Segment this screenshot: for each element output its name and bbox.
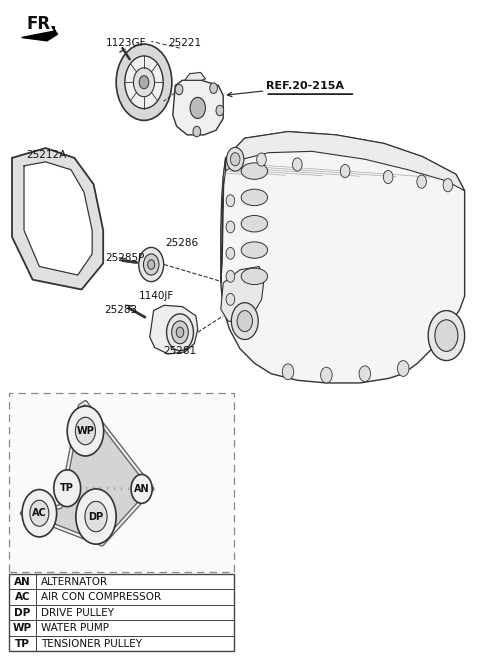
Text: WATER PUMP: WATER PUMP xyxy=(41,623,109,633)
Text: 25283: 25283 xyxy=(105,305,138,315)
Circle shape xyxy=(282,364,294,380)
FancyBboxPatch shape xyxy=(9,574,234,651)
Text: WP: WP xyxy=(13,623,32,633)
Circle shape xyxy=(67,406,104,456)
Circle shape xyxy=(76,489,116,544)
Text: AN: AN xyxy=(14,576,31,586)
Text: 1123GF: 1123GF xyxy=(106,38,146,48)
Circle shape xyxy=(175,84,183,95)
Circle shape xyxy=(144,254,159,275)
Text: TP: TP xyxy=(15,639,30,649)
Circle shape xyxy=(190,97,205,118)
Circle shape xyxy=(167,314,193,351)
Ellipse shape xyxy=(241,215,268,232)
Ellipse shape xyxy=(241,190,268,206)
Text: WP: WP xyxy=(76,426,95,436)
Circle shape xyxy=(443,178,453,192)
Text: 25281: 25281 xyxy=(163,346,196,356)
Circle shape xyxy=(340,164,350,178)
Circle shape xyxy=(226,221,235,233)
Circle shape xyxy=(226,195,235,207)
Circle shape xyxy=(210,83,217,93)
Circle shape xyxy=(148,260,155,269)
Ellipse shape xyxy=(241,242,268,259)
Ellipse shape xyxy=(241,268,268,285)
Polygon shape xyxy=(24,162,92,275)
Text: 25285P: 25285P xyxy=(106,253,145,263)
Text: AC: AC xyxy=(15,592,30,602)
Circle shape xyxy=(116,44,172,120)
Text: AC: AC xyxy=(32,508,47,519)
Circle shape xyxy=(139,76,149,89)
Circle shape xyxy=(435,320,458,351)
Polygon shape xyxy=(221,266,264,322)
Circle shape xyxy=(216,105,224,116)
Circle shape xyxy=(237,311,252,332)
Circle shape xyxy=(30,500,49,526)
Circle shape xyxy=(321,367,332,383)
Circle shape xyxy=(257,153,266,166)
Text: REF.20-215A: REF.20-215A xyxy=(266,81,345,91)
Circle shape xyxy=(75,417,96,445)
Circle shape xyxy=(226,270,235,282)
Polygon shape xyxy=(22,403,152,544)
Ellipse shape xyxy=(241,163,268,179)
Text: TENSIONER PULLEY: TENSIONER PULLEY xyxy=(41,639,142,649)
Text: AN: AN xyxy=(134,484,149,494)
Text: DP: DP xyxy=(88,511,104,522)
Text: ALTERNATOR: ALTERNATOR xyxy=(41,576,108,586)
Circle shape xyxy=(54,470,81,507)
Polygon shape xyxy=(173,80,223,135)
Circle shape xyxy=(227,147,244,171)
Text: 25286: 25286 xyxy=(166,238,199,248)
Circle shape xyxy=(397,361,409,376)
Text: 25212A: 25212A xyxy=(26,150,67,160)
Circle shape xyxy=(172,321,188,343)
Text: 25221: 25221 xyxy=(168,38,201,48)
Circle shape xyxy=(193,126,201,137)
Circle shape xyxy=(231,303,258,340)
Text: DRIVE PULLEY: DRIVE PULLEY xyxy=(41,607,114,618)
Circle shape xyxy=(226,247,235,259)
Circle shape xyxy=(125,56,163,109)
Circle shape xyxy=(226,293,235,305)
Polygon shape xyxy=(221,132,465,383)
Circle shape xyxy=(22,490,57,537)
Circle shape xyxy=(230,153,240,166)
Circle shape xyxy=(133,68,155,97)
Circle shape xyxy=(85,501,107,532)
Text: 1140JF: 1140JF xyxy=(139,291,174,301)
Circle shape xyxy=(292,158,302,171)
Polygon shape xyxy=(226,132,465,191)
Circle shape xyxy=(428,311,465,361)
Circle shape xyxy=(384,170,393,184)
Polygon shape xyxy=(22,26,58,41)
Text: FR.: FR. xyxy=(26,15,57,34)
Text: DP: DP xyxy=(14,607,31,618)
Text: AIR CON COMPRESSOR: AIR CON COMPRESSOR xyxy=(41,592,161,602)
Circle shape xyxy=(359,366,371,382)
Polygon shape xyxy=(185,72,205,80)
Circle shape xyxy=(176,327,184,338)
Polygon shape xyxy=(221,158,226,283)
Circle shape xyxy=(417,175,426,188)
Polygon shape xyxy=(12,148,103,290)
Polygon shape xyxy=(150,305,198,354)
FancyBboxPatch shape xyxy=(9,393,234,572)
Text: TP: TP xyxy=(60,483,74,494)
Circle shape xyxy=(139,247,164,282)
Circle shape xyxy=(131,474,152,503)
